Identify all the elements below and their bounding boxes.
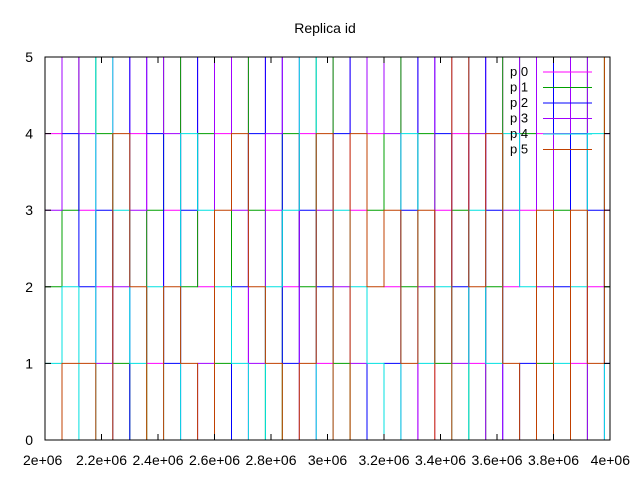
legend-label-1: p 0 (510, 64, 528, 79)
x-tick-label: 3.6e+06 (472, 452, 523, 468)
y-tick-label: 4 (25, 126, 33, 142)
x-tick-label: 3.4e+06 (415, 452, 466, 468)
y-tick-label: 1 (25, 355, 33, 371)
x-tick-label: 2.6e+06 (189, 452, 240, 468)
y-tick-label: 0 (25, 432, 33, 448)
legend-label-4: p 3 (510, 111, 528, 126)
x-tick-label: 3.2e+06 (359, 452, 410, 468)
legend-label-6: p 5 (510, 142, 528, 157)
tick-layer: 2e+06 2.2e+06 2.4e+06 2.6e+06 2.8e+06 3e+06 3.… (23, 49, 630, 468)
x-tick-label: 2.4e+06 (133, 452, 184, 468)
x-tick-label: 2.8e+06 (246, 452, 297, 468)
legend-label-5: p 4 (510, 126, 528, 141)
x-tick-label: 2e+06 (23, 452, 63, 468)
y-tick-label: 5 (25, 49, 33, 65)
x-tick-label: 3e+06 (308, 452, 348, 468)
x-tick-label: 2.2e+06 (76, 452, 127, 468)
y-tick-label: 2 (25, 279, 33, 295)
y-tick-label: 3 (25, 202, 33, 218)
x-tick-label: 3.8e+06 (528, 452, 579, 468)
x-tick-label: 4e+06 (591, 452, 631, 468)
legend: p 0p 1p 2p 3p 4p 5 (510, 64, 592, 157)
chart-title: Replica id (294, 20, 355, 36)
legend-label-2: p 1 (510, 80, 528, 95)
legend-label-3: p 2 (510, 95, 528, 110)
